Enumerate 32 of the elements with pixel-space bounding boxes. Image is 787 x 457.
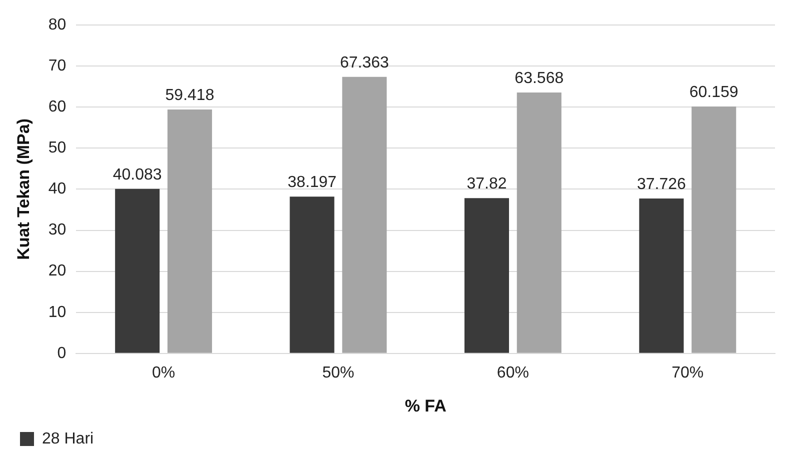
x-tick-label: 0% bbox=[152, 364, 176, 382]
y-tick-label: 80 bbox=[48, 16, 66, 34]
data-label: 59.418 bbox=[165, 86, 214, 104]
x-tick-label: 50% bbox=[322, 364, 354, 382]
legend-label: 28 Hari bbox=[42, 430, 94, 448]
data-label: 60.159 bbox=[689, 84, 738, 101]
bar bbox=[115, 188, 160, 353]
data-label: 40.083 bbox=[112, 166, 162, 184]
y-tick-label: 0 bbox=[57, 344, 66, 362]
bar bbox=[639, 198, 684, 353]
data-label: 38.197 bbox=[288, 174, 337, 192]
y-tick-label: 30 bbox=[48, 222, 66, 239]
bar bbox=[290, 196, 334, 353]
data-label: 37.82 bbox=[466, 176, 507, 193]
y-axis-title: Kuat Tekan (MPa) bbox=[14, 118, 33, 260]
y-tick-label: 10 bbox=[48, 304, 66, 321]
x-tick-label: 60% bbox=[496, 364, 529, 382]
x-tick-label: 70% bbox=[672, 364, 704, 382]
y-tick-label: 20 bbox=[48, 262, 66, 280]
bar bbox=[692, 106, 736, 353]
data-label: 37.726 bbox=[636, 176, 686, 193]
bar bbox=[167, 109, 212, 353]
x-axis-title: % FA bbox=[404, 396, 446, 416]
y-tick-label: 50 bbox=[48, 140, 66, 157]
y-tick-label: 70 bbox=[48, 57, 66, 74]
data-label: 63.568 bbox=[514, 70, 564, 87]
bar bbox=[342, 76, 387, 353]
y-tick-label: 60 bbox=[48, 98, 66, 116]
data-label: 67.363 bbox=[340, 54, 390, 72]
bar bbox=[516, 92, 562, 353]
bar bbox=[464, 198, 510, 353]
y-tick-label: 40 bbox=[48, 180, 66, 198]
